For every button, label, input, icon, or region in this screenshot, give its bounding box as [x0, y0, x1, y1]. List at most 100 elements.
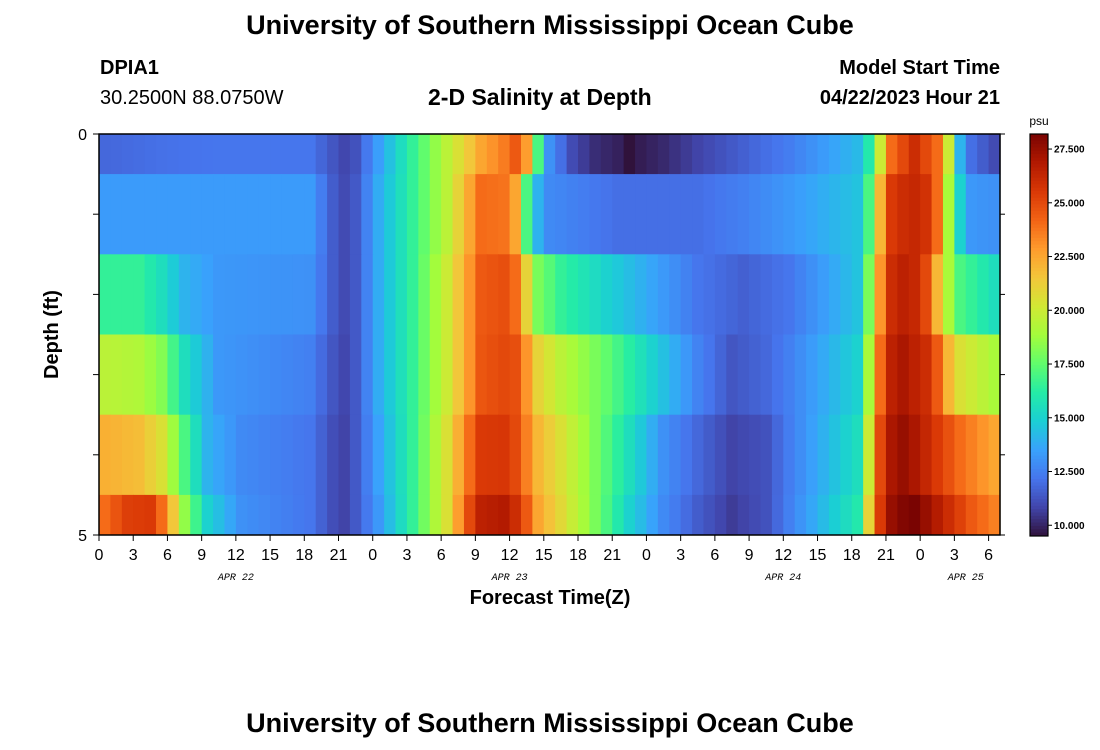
x-tick-label: 0 — [916, 547, 925, 564]
heatmap-cell — [783, 134, 796, 175]
heatmap-cell — [680, 254, 693, 335]
colorbar-swatch — [1030, 529, 1048, 534]
colorbar-swatch — [1030, 499, 1048, 503]
heatmap-cell — [931, 334, 944, 416]
heatmap-cell — [954, 134, 967, 175]
heatmap-cell — [680, 134, 693, 175]
heatmap-cell — [885, 334, 898, 416]
heatmap-cell — [600, 174, 613, 255]
heatmap-cell — [657, 494, 670, 536]
heatmap-cell — [486, 334, 499, 416]
heatmap-cell — [178, 254, 191, 335]
station-name: DPIA1 — [100, 57, 159, 79]
heatmap-cell — [121, 414, 134, 496]
x-tick-label: 12 — [501, 547, 519, 564]
footer-title: University of Southern Mississippi Ocean… — [246, 708, 854, 738]
heatmap-cell — [817, 414, 830, 496]
colorbar-swatch — [1030, 472, 1048, 477]
heatmap-cell — [144, 334, 157, 416]
x-tick-label: 9 — [197, 547, 206, 564]
colorbar-swatch — [1030, 140, 1048, 145]
heatmap-cell — [783, 174, 796, 255]
heatmap-cell — [851, 414, 864, 496]
heatmap-cell — [555, 334, 568, 416]
heatmap-cell — [441, 494, 454, 536]
colorbar-swatch — [1030, 368, 1048, 373]
heatmap-cell — [224, 174, 237, 255]
heatmap-cell — [213, 134, 226, 175]
heatmap-cell — [475, 414, 488, 496]
heatmap-cell — [566, 414, 579, 496]
heatmap-cell — [110, 254, 123, 335]
heatmap-cell — [566, 254, 579, 335]
heatmap-cell — [669, 134, 682, 175]
colorbar-swatch — [1030, 398, 1048, 403]
heatmap-cell — [600, 494, 613, 536]
heatmap-cell — [657, 134, 670, 175]
heatmap-cell — [498, 174, 511, 255]
colorbar-swatch — [1030, 428, 1048, 433]
heatmap-cell — [315, 414, 328, 496]
heatmap-cell — [247, 254, 260, 335]
heatmap-cell — [178, 334, 191, 416]
heatmap-cell — [931, 174, 944, 255]
colorbar-swatch — [1030, 224, 1048, 229]
heatmap-cell — [771, 414, 784, 496]
heatmap-cell — [806, 494, 819, 536]
colorbar-swatch — [1030, 184, 1048, 189]
heatmap-cell — [213, 494, 226, 536]
heatmap-cell — [977, 334, 990, 416]
heatmap-cell — [520, 414, 533, 496]
heatmap-cell — [270, 134, 283, 175]
heatmap-cell — [657, 334, 670, 416]
heatmap-cell — [532, 414, 545, 496]
colorbar-swatch — [1030, 348, 1048, 353]
heatmap-cell — [463, 414, 476, 496]
heatmap-cell — [475, 174, 488, 255]
heatmap-cell — [270, 494, 283, 536]
heatmap-cell — [874, 134, 887, 175]
x-axis: 0 3 6 9 12 15 18 21 0 3 6 9 12 15 18 21 0 3 6 9 12 15 18 21 0 3 6A… — [95, 535, 993, 584]
heatmap-cell — [121, 494, 134, 536]
heatmap-cell — [509, 134, 522, 175]
heatmap-cell — [931, 494, 944, 536]
heatmap-cell — [395, 174, 408, 255]
heatmap-cell — [441, 414, 454, 496]
colorbar-swatch — [1030, 144, 1048, 148]
heatmap-cell — [224, 254, 237, 335]
heatmap-cell — [452, 254, 465, 335]
heatmap-cell — [304, 134, 317, 175]
colorbar-swatch — [1030, 187, 1048, 192]
heatmap-cell — [144, 134, 157, 175]
heatmap-cell — [463, 134, 476, 175]
colorbar-unit: psu — [1029, 114, 1048, 128]
heatmap-cell — [965, 254, 978, 335]
heatmap-cell — [817, 174, 830, 255]
x-tick-label: 6 — [710, 547, 719, 564]
heatmap-cell — [486, 254, 499, 335]
heatmap-cell — [874, 254, 887, 335]
colorbar-swatch — [1030, 137, 1048, 142]
heatmap-cell — [304, 334, 317, 416]
heatmap-cell — [703, 254, 716, 335]
colorbar-swatch — [1030, 217, 1048, 222]
heatmap-cell — [349, 494, 362, 536]
heatmap-cell — [954, 334, 967, 416]
heatmap-cell — [418, 334, 431, 416]
heatmap-cell — [247, 134, 260, 175]
heatmap-cell — [213, 174, 226, 255]
colorbar-swatch — [1030, 271, 1048, 276]
heatmap-cell — [988, 494, 1001, 536]
heatmap-cell — [99, 134, 112, 175]
heatmap-cell — [635, 414, 648, 496]
heatmap-cell — [121, 134, 134, 175]
x-tick-label: 6 — [984, 547, 993, 564]
heatmap-cell — [201, 254, 214, 335]
colorbar-swatch — [1030, 207, 1048, 212]
x-tick-label: 21 — [603, 547, 621, 564]
heatmap-cell — [578, 494, 591, 536]
heatmap-cell — [156, 414, 169, 496]
heatmap-cell — [463, 334, 476, 416]
heatmap-cell — [965, 334, 978, 416]
heatmap-cell — [908, 494, 921, 536]
